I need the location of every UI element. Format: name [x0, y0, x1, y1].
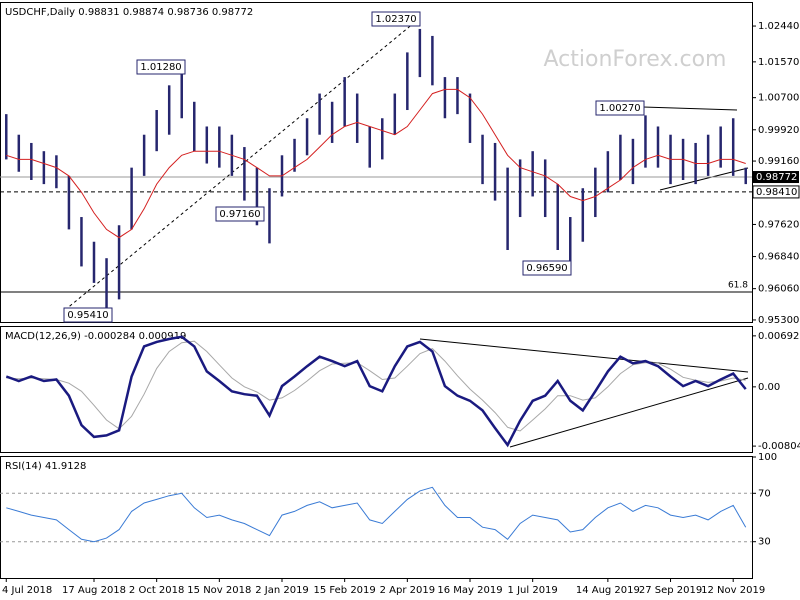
y-tick-label: 30	[758, 537, 771, 548]
y-tick-label: 0.99160	[758, 156, 799, 167]
moving-average	[6, 88, 746, 239]
x-tick-label: 14 Aug 2019	[576, 585, 640, 596]
y-tick-label: 0.99920	[758, 125, 799, 136]
annotation-box	[63, 307, 113, 323]
annotation: 0.96590	[526, 263, 567, 274]
trend-line	[419, 338, 749, 373]
annotation: 1.01280	[140, 62, 181, 73]
y-tick-label: 1.00700	[758, 93, 799, 104]
annotation-box	[522, 260, 572, 276]
level-box	[752, 185, 800, 199]
rsi-panel	[0, 456, 753, 579]
x-tick-label: 16 May 2019	[437, 585, 502, 596]
indicator-line	[6, 486, 747, 543]
y-tick-label: 70	[758, 488, 771, 499]
panel-title: RSI(14) 41.9128	[5, 461, 86, 472]
panel-title: MACD(12,26,9) -0.000284 0.000919	[5, 331, 186, 342]
level-label: 0.98410	[756, 187, 797, 198]
annotation: 0.97160	[219, 209, 260, 220]
x-tick-label: 15 Feb 2019	[314, 585, 376, 596]
x-tick-label: 4 Jul 2018	[2, 585, 52, 596]
annotation: 1.00270	[599, 103, 640, 114]
x-tick-label: 15 Nov 2018	[187, 585, 251, 596]
annotation-box	[595, 100, 645, 116]
y-tick-label: 1.01570	[758, 57, 799, 68]
y-tick-label: -0.008049	[758, 441, 800, 452]
indicator-line	[5, 335, 747, 448]
x-tick-label: 2 Apr 2019	[380, 585, 435, 596]
y-tick-label: 0.00	[758, 382, 780, 393]
x-tick-label: 17 Aug 2018	[62, 585, 126, 596]
y-tick-label: 100	[758, 452, 777, 463]
level-label: 61.8	[728, 280, 748, 290]
y-tick-label: 0.95300	[758, 315, 799, 326]
y-tick-label: 0.006927	[758, 331, 800, 342]
trend-line	[64, 17, 421, 311]
x-tick-label: 2 Oct 2018	[129, 585, 184, 596]
y-tick-label: 1.02440	[758, 21, 799, 32]
indicator-line	[6, 340, 746, 432]
watermark: ActionForex.com	[544, 47, 727, 72]
x-tick-label: 12 Nov 2019	[701, 585, 765, 596]
last-price-label: 0.98772	[756, 172, 797, 183]
y-tick-label: 0.96840	[758, 252, 799, 263]
annotation-box	[136, 59, 186, 75]
annotation: 1.02370	[375, 14, 416, 25]
macd-panel	[0, 326, 753, 453]
annotation: 0.95410	[67, 310, 108, 321]
panel-title: USDCHF,Daily 0.98831 0.98874 0.98736 0.9…	[5, 7, 253, 18]
last-price-box	[753, 171, 799, 184]
y-tick-label: 0.97620	[758, 219, 799, 230]
price-panel	[0, 2, 753, 323]
y-tick-label: 0.96060	[758, 284, 799, 295]
trend-line	[659, 167, 749, 191]
trend-line	[509, 377, 749, 448]
x-tick-label: 2 Jan 2019	[255, 585, 309, 596]
x-tick-label: 1 Jul 2019	[508, 585, 558, 596]
annotation-box	[371, 11, 421, 27]
trend-line	[642, 106, 738, 111]
x-tick-label: 27 Sep 2019	[639, 585, 702, 596]
annotation-box	[215, 206, 265, 222]
